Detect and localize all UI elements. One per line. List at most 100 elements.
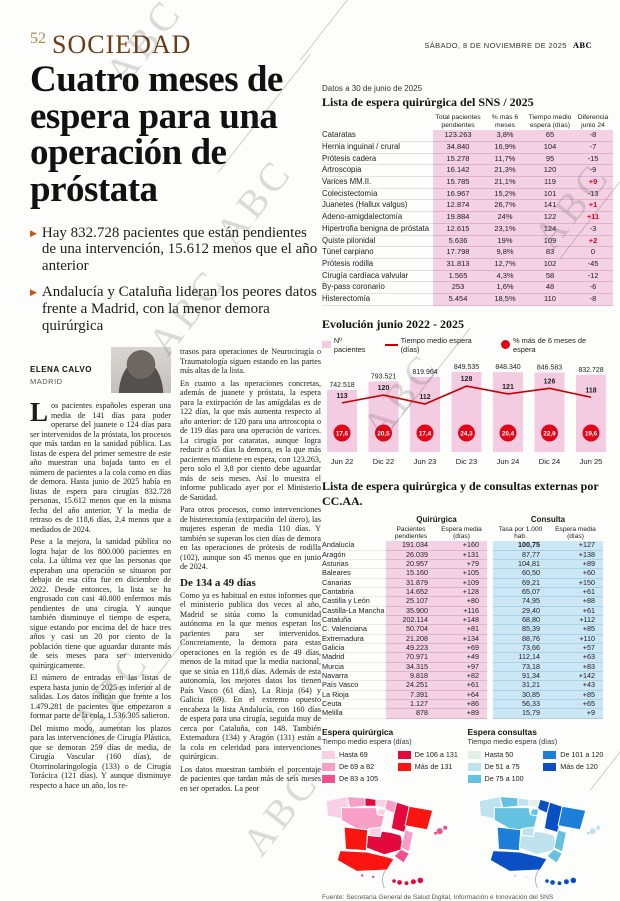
row-values: 1.565 4,3% 58 -12	[433, 270, 613, 283]
map-legends: Espera quirúrgica Tiempo medio espera (d…	[322, 727, 613, 785]
body-paragraph: Pese a la mejora, la sanidad pública no …	[30, 537, 171, 670]
quirurgica-values: 34.315 +97	[386, 662, 487, 673]
pacientes-value: 5.636	[448, 235, 468, 245]
bullet-text: Andalucía y Cataluña lideran los peores …	[41, 284, 317, 335]
diferencia-value: 0	[590, 247, 596, 257]
region-name: Canarias	[322, 578, 386, 588]
espera-consulta-value: +142	[578, 671, 595, 681]
pacientes-value: 123.263	[444, 130, 472, 140]
pacientes-value: 19.884	[446, 212, 470, 222]
espera-quirurgica-value: +49	[466, 652, 479, 662]
column-header: Espera media (días)	[555, 525, 596, 541]
espera-media-value: 124	[543, 223, 557, 233]
region-baleares	[595, 825, 600, 830]
row-values: 19.884 24% 122 +11	[433, 212, 613, 224]
region-melilla	[524, 875, 527, 878]
region-name: Aragón	[322, 550, 386, 560]
legend-item: Más de 131	[397, 761, 468, 773]
table-row: Juanetes (Hallux valgus) 12.874 26,7% 141 +1	[322, 200, 613, 213]
evolution-title: Evolución junio 2022 - 2025	[322, 316, 465, 331]
group-header-consulta: Consulta	[530, 514, 566, 524]
x-axis-label: Dic 24	[539, 457, 561, 466]
legend-label: De 69 a 82	[339, 762, 375, 772]
column-header: Total pacientes pendientes	[435, 114, 481, 129]
legend-label: Hasta 69	[339, 750, 368, 760]
region-castillaleon	[493, 806, 538, 832]
line-swatch-icon	[384, 343, 398, 346]
legend-swatch-icon	[543, 762, 557, 771]
pct-circle	[582, 424, 600, 442]
column-header: Tasa por 1.000 hab.	[498, 525, 543, 541]
region-name: Cantabria	[322, 587, 386, 598]
dateline: SÁBADO, 8 DE NOVIEMBRE DE 2025 ABC	[424, 40, 592, 50]
table-row: Asturias 20.957 +79 104,81 +89	[322, 559, 613, 570]
table-row: By-pass coronario 253 1,6% 48 -6	[322, 282, 613, 295]
region-canarias	[397, 879, 402, 885]
espera-quirurgica-value: +148	[462, 615, 479, 625]
row-values: 15.278 11,7% 95 -15	[433, 153, 613, 166]
row-values: 123.263 3,8% 65 -8	[433, 130, 613, 142]
tasa-value: 15,79	[522, 708, 540, 718]
legend-swatch-icon	[397, 750, 411, 759]
legend-label: De 106 a 131	[414, 750, 458, 760]
procedure-name: Histerectomía	[322, 294, 433, 306]
diferencia-value: -15	[587, 153, 599, 163]
region-name: Castilla y León	[322, 596, 386, 607]
espera-quirurgica-value: +160	[462, 540, 479, 550]
evolution-chart: 742.518 113 17,6 Jun 22 793.521 120 20,5 Dic 22…	[327, 364, 606, 466]
pacientes-value: 15.160	[406, 568, 428, 578]
legend-item: Nº pacientes	[322, 336, 375, 354]
row-values: 5.636 19% 109 +2	[433, 235, 613, 248]
legend-quirurgica: Espera quirúrgica Tiempo medio espera (d…	[322, 727, 468, 785]
pacientes-value: 26.039	[406, 549, 428, 559]
legend-items: Hasta 50 De 51 a 75 De 75 a 100 De 101 a 12…	[467, 749, 614, 785]
region-canarias	[404, 880, 409, 885]
espera-consulta-value: +43	[582, 680, 595, 690]
pacientes-value: 12.874	[446, 200, 470, 210]
pacientes-value: 202.114	[402, 615, 428, 625]
pct-6meses-value: 16,9%	[494, 141, 516, 151]
diferencia-value: -13	[587, 188, 599, 198]
procedure-name: Cataratas	[322, 130, 433, 142]
procedure-name: Artroscopia	[322, 165, 433, 178]
table-row: Aragón 26.039 +131 87,77 +138	[322, 549, 613, 560]
legend-item: Más de 120	[543, 761, 613, 773]
espera-consulta-value: +60	[582, 568, 595, 578]
column-header: Espera media (días)	[441, 525, 482, 541]
quirurgica-values: 20.957 +79	[386, 559, 487, 570]
body-paragraph: Del mismo modo, aumentan los plazos para…	[30, 723, 171, 790]
espera-consulta-value: +83	[582, 661, 595, 671]
pacientes-value: 35.900	[406, 605, 428, 615]
diferencia-value: -45	[587, 258, 599, 268]
bar-value-label: 793.521	[371, 373, 396, 380]
region-canarias	[544, 879, 549, 883]
diferencia-value: +9	[588, 177, 598, 187]
legend-item: Hasta 50	[467, 749, 534, 761]
section-title: SOCIEDAD	[52, 30, 192, 59]
tasa-value: 100,75	[518, 540, 540, 550]
pacientes-value: 15.785	[446, 177, 470, 187]
pct-6meses-value: 15,2%	[494, 188, 516, 198]
region-extremadura	[343, 826, 369, 851]
region-baleares	[436, 827, 443, 835]
column-header: % más 6 meses	[491, 114, 519, 129]
espera-media-value: 120	[543, 165, 557, 175]
tasa-value: 30,85	[522, 689, 540, 699]
table-row: Baleares 15.160 +105 60,50 +60	[322, 568, 613, 579]
legend-item: De 51 a 75	[467, 761, 534, 773]
group-header-quirurgica: Quirúrgica	[416, 514, 457, 524]
table-row: Canarias 31.879 +109 69,21 +150	[322, 578, 613, 588]
table-row: País Vasco 24.251 +61 31,21 +43	[322, 680, 613, 691]
x-axis-label: Dic 23	[456, 457, 478, 466]
procedure-name: Túnel carpiano	[322, 247, 433, 259]
table-row: Ceuta 1.127 +86 56,33 +65	[322, 699, 613, 710]
espera-consulta-value: +63	[582, 652, 595, 662]
region-name: Asturias	[322, 559, 386, 570]
espera-media-value: 102	[543, 258, 557, 268]
procedure-name: Adeno-amigdalectomía	[322, 212, 433, 224]
procedure-name: Hernia inguinal / crural	[322, 142, 433, 154]
pacientes-value: 16.142	[446, 165, 470, 175]
consulta-values: 65,07 +61	[493, 587, 603, 598]
pct-6meses-value: 26,7%	[494, 200, 516, 210]
choropleth-maps	[322, 789, 613, 890]
